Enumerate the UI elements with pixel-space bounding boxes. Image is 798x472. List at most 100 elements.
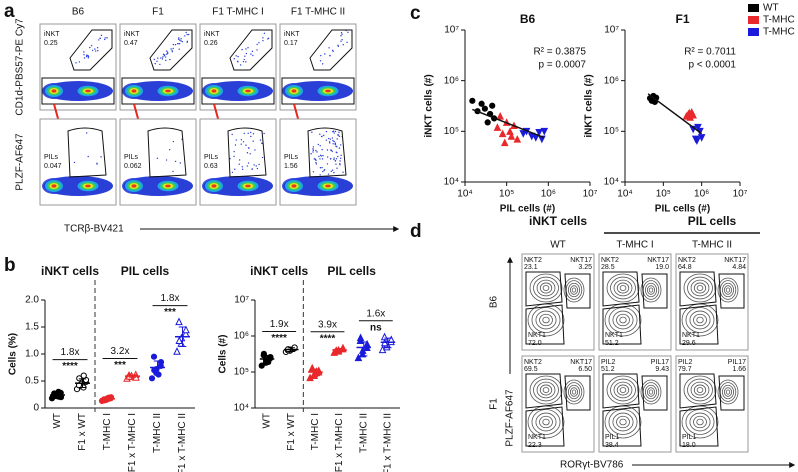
event <box>171 49 173 52</box>
event <box>250 131 252 134</box>
gate-value: 23.1 <box>524 264 538 271</box>
density <box>165 184 171 188</box>
density <box>245 184 251 188</box>
event <box>262 37 264 39</box>
contour <box>693 282 707 294</box>
event <box>336 146 338 148</box>
error-bar <box>384 337 392 349</box>
event <box>339 144 342 146</box>
x-tick-label: 10⁴ <box>457 189 472 200</box>
gate <box>525 271 563 307</box>
data-point <box>155 371 162 378</box>
event <box>317 143 320 146</box>
data-point <box>157 359 165 366</box>
gate <box>307 127 347 178</box>
event <box>252 140 254 142</box>
event <box>177 38 180 40</box>
event <box>337 155 339 158</box>
event <box>322 170 324 173</box>
event <box>172 47 174 50</box>
gate <box>121 77 195 105</box>
gate-name: PIL1 <box>605 434 620 441</box>
event <box>323 134 325 137</box>
event <box>338 147 341 149</box>
x-tick-label: T-MHC II <box>358 413 369 453</box>
header: iNKT cells <box>529 214 587 228</box>
event <box>244 55 246 57</box>
event <box>172 170 174 173</box>
event <box>86 54 88 56</box>
event <box>330 149 332 151</box>
event <box>258 42 260 44</box>
event <box>327 173 330 175</box>
contour <box>612 310 634 330</box>
column-title: F1 <box>152 7 164 18</box>
event <box>258 163 260 166</box>
event <box>342 44 344 46</box>
y-tick-label: 10⁶ <box>604 75 619 86</box>
column-title: F1 T-MHC I <box>212 7 263 18</box>
event <box>178 48 180 50</box>
contour <box>724 387 733 397</box>
gate <box>564 375 591 411</box>
column-title: WT <box>550 240 566 251</box>
gate <box>679 406 719 447</box>
event <box>330 170 333 172</box>
legend-swatch <box>748 28 759 36</box>
event <box>251 168 253 170</box>
gate <box>41 77 115 105</box>
contour <box>689 412 711 432</box>
y-tick-label: 10⁴ <box>444 177 459 188</box>
event <box>340 157 342 160</box>
fold-change: 3.2x <box>111 346 130 357</box>
x-tick-label: F1 x WT <box>286 413 297 451</box>
event <box>316 151 318 153</box>
y-tick-label: 1.0 <box>25 349 39 360</box>
fold-change: 1.9x <box>270 319 289 330</box>
data-point <box>173 347 181 355</box>
event <box>243 58 245 61</box>
data-point <box>693 137 701 145</box>
y-axis-title: iNKT cells (#) <box>584 74 595 137</box>
axis-title: TCRβ-BV421 <box>64 224 124 235</box>
event <box>254 149 256 151</box>
contour <box>539 384 553 396</box>
event <box>332 49 334 52</box>
panel-label: d <box>410 221 422 242</box>
event <box>334 142 337 144</box>
event <box>342 171 344 173</box>
gate <box>602 406 642 447</box>
event <box>247 162 250 164</box>
event <box>172 43 175 46</box>
contour <box>539 415 553 429</box>
event <box>325 130 328 133</box>
event <box>311 131 313 133</box>
fold-change: 1.6x <box>366 308 385 319</box>
event <box>327 137 330 140</box>
event <box>180 40 182 42</box>
contour <box>696 316 704 324</box>
event <box>331 169 334 171</box>
event <box>243 132 245 135</box>
gate-value: 22.3 <box>528 442 542 449</box>
event <box>312 171 315 173</box>
event <box>341 33 343 35</box>
event <box>100 34 103 37</box>
event <box>339 163 341 165</box>
significance: *** <box>114 360 126 371</box>
contour <box>533 378 559 402</box>
event <box>249 153 251 155</box>
row-title: F1 <box>489 398 500 410</box>
legend-label: WT <box>763 3 779 14</box>
data-point <box>380 332 389 341</box>
event <box>346 41 348 44</box>
event <box>340 154 342 156</box>
event <box>319 145 321 147</box>
data-point <box>535 128 543 137</box>
event <box>156 157 159 159</box>
chart-title: B6 <box>520 12 536 26</box>
event <box>160 57 162 59</box>
gate-name: PILs <box>124 154 139 161</box>
contour <box>542 418 550 426</box>
event <box>245 144 247 146</box>
